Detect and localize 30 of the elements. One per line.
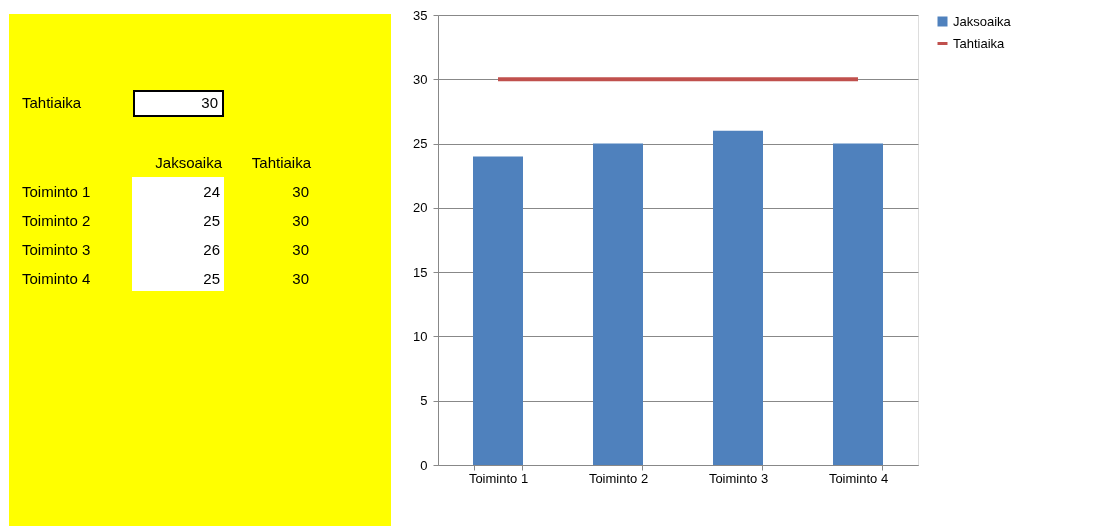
legend-label: Tahtiaika <box>953 35 1006 51</box>
y-tick-label: 5 <box>420 393 428 409</box>
text: Tahtiaika <box>22 94 82 111</box>
x-tick-label: Toiminto 1 <box>468 470 529 486</box>
text: 25 <box>203 212 220 229</box>
text: Tahtiaika <box>251 154 312 171</box>
y-tick-label: 10 <box>413 328 428 344</box>
y-tick-label: 20 <box>413 200 428 216</box>
y-tick-label: 0 <box>420 457 428 473</box>
text: 30 <box>292 241 309 258</box>
legend-label: Jaksoaika <box>953 13 1012 29</box>
text: 30 <box>201 94 218 111</box>
y-tick-label: 15 <box>413 264 428 280</box>
x-tick-label: Toiminto 4 <box>828 470 889 486</box>
text: 25 <box>203 270 220 287</box>
text: Toiminto 3 <box>22 241 91 258</box>
x-tick-label: Toiminto 2 <box>588 470 649 486</box>
text: 30 <box>292 212 309 229</box>
text: 30 <box>292 270 309 287</box>
text: 26 <box>203 241 220 258</box>
y-tick-label: 35 <box>413 7 428 23</box>
x-tick-label: Toiminto 3 <box>708 470 769 486</box>
y-tick-label: 30 <box>413 71 428 87</box>
text: Jaksoaika <box>155 154 223 171</box>
text: Toiminto 1 <box>22 183 91 200</box>
text: 30 <box>292 183 309 200</box>
text: 24 <box>203 183 220 200</box>
text: Toiminto 2 <box>22 212 91 229</box>
text: Toiminto 4 <box>22 270 91 287</box>
y-tick-label: 25 <box>413 136 428 152</box>
